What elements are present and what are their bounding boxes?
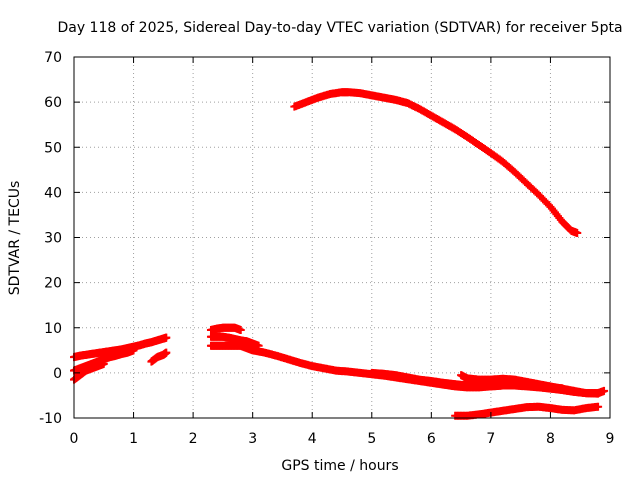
- y-tick-label: 50: [44, 140, 62, 156]
- x-tick-label: 4: [308, 431, 317, 447]
- y-tick-label: 20: [44, 276, 62, 292]
- data-point-mid-bump-2: [254, 341, 263, 350]
- x-tick-label: 3: [248, 431, 257, 447]
- y-tick-label: 60: [44, 95, 62, 111]
- y-tick-label: -10: [39, 411, 62, 427]
- y-tick-label: 30: [44, 231, 62, 247]
- x-tick-label: 9: [606, 431, 615, 447]
- axis-ticks: 0 1 2 3 4 5 6 7 8 9 -10 0 10 20 30 40 50 60 70: [39, 50, 614, 447]
- data-point-low-start-3: [99, 359, 108, 368]
- data-point-mid-bump: [236, 326, 245, 335]
- x-tick-label: 6: [427, 431, 436, 447]
- data-point-late-track-1: [600, 386, 609, 395]
- y-tick-label: 70: [44, 50, 62, 66]
- x-tick-label: 5: [367, 431, 376, 447]
- data-point-low-start-4: [162, 348, 171, 357]
- y-axis-label: SDTVAR / TECUs: [7, 181, 23, 296]
- data-points: [70, 88, 609, 420]
- y-tick-label: 40: [44, 185, 62, 201]
- x-tick-label: 8: [546, 431, 555, 447]
- x-axis-label: GPS time / hours: [281, 458, 398, 474]
- data-point-late-track-4: [558, 384, 567, 393]
- x-tick-label: 0: [70, 431, 79, 447]
- data-point-low-start-2: [129, 346, 138, 355]
- x-tick-label: 2: [189, 431, 198, 447]
- data-point-late-track-3: [594, 389, 603, 398]
- y-tick-label: 10: [44, 321, 62, 337]
- x-tick-label: 7: [486, 431, 495, 447]
- x-tick-label: 1: [129, 431, 138, 447]
- data-point-low-start-1: [162, 333, 171, 342]
- data-point-late-track-2: [594, 402, 603, 411]
- y-tick-label: 0: [53, 366, 62, 382]
- data-point-upper-arc: [573, 228, 582, 237]
- chart-title: Day 118 of 2025, Sidereal Day-to-day VTE…: [57, 20, 622, 36]
